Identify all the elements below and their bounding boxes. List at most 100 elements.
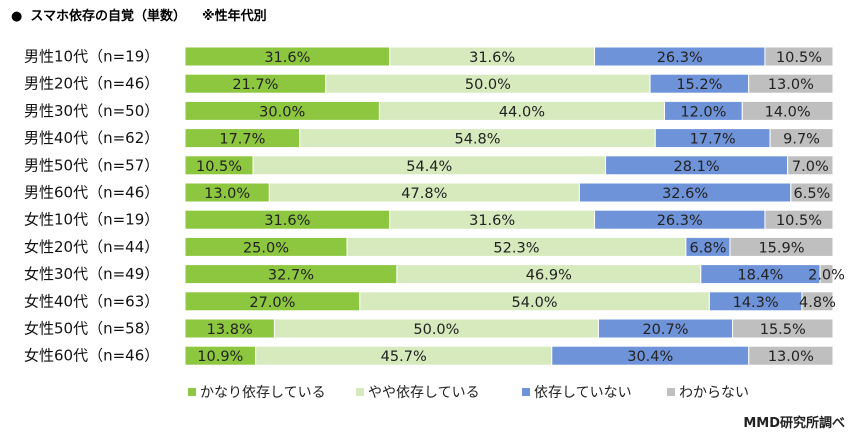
data-label: 27.0% xyxy=(249,295,295,311)
data-label: 50.0% xyxy=(413,322,459,338)
bar-segment xyxy=(787,155,834,176)
bar-row: 男性30代（n=50） 30.0% 44.0% 12.0% 14.0% xyxy=(24,100,834,121)
data-label: 45.7% xyxy=(381,349,427,365)
bar-segment xyxy=(748,73,834,94)
legend: かなり依存している やや依存している 依存していない わからない xyxy=(188,385,749,401)
data-label: 4.8% xyxy=(799,295,836,311)
bar-row: 女性30代（n=49） 32.7% 46.9% 18.4% 2.0% xyxy=(24,264,845,285)
data-label: 50.0% xyxy=(465,77,511,93)
bar-row: 男性10代（n=19） 31.6% 31.6% 26.3% 10.5% xyxy=(24,46,834,67)
data-label: 10.5% xyxy=(196,159,242,175)
legend-label: 依存していない xyxy=(534,385,632,401)
data-label: 21.7% xyxy=(232,77,278,93)
data-label: 10.9% xyxy=(197,349,243,365)
data-label: 13.8% xyxy=(207,322,253,338)
data-label: 31.6% xyxy=(469,50,515,66)
bar-segment xyxy=(790,182,834,203)
data-label: 6.8% xyxy=(690,240,727,256)
data-label: 26.3% xyxy=(657,50,703,66)
data-label: 20.7% xyxy=(642,322,688,338)
bar-segment xyxy=(769,128,834,149)
legend-item: わからない xyxy=(667,385,749,401)
category-label: 女性50代（n=58） xyxy=(24,320,159,338)
legend-label: わからない xyxy=(679,385,749,401)
bar-row: 男性20代（n=46） 21.7% 50.0% 15.2% 13.0% xyxy=(24,73,834,94)
bar-row: 女性50代（n=58） 13.8% 50.0% 20.7% 15.5% xyxy=(24,318,834,339)
category-label: 男性60代（n=46） xyxy=(24,184,159,202)
source-credit: MMD研究所調べ xyxy=(743,416,845,431)
data-label: 15.9% xyxy=(758,240,804,256)
chart-title: ● スマホ依存の自覚（単数） ※性年代別 xyxy=(11,8,267,26)
bar-segment xyxy=(819,264,834,285)
bar-row: 女性10代（n=19） 31.6% 31.6% 26.3% 10.5% xyxy=(24,209,834,230)
category-label: 男性10代（n=19） xyxy=(24,48,159,66)
legend-item: やや依存している xyxy=(356,385,480,401)
data-label: 13.0% xyxy=(768,77,814,93)
data-label: 13.0% xyxy=(768,349,814,365)
data-label: 17.7% xyxy=(690,132,736,148)
data-label: 26.3% xyxy=(657,213,703,229)
bar-row: 男性50代（n=57） 10.5% 54.4% 28.1% 7.0% xyxy=(24,155,834,176)
bar-segment xyxy=(732,318,834,339)
data-label: 54.0% xyxy=(512,295,558,311)
category-label: 男性30代（n=50） xyxy=(24,102,159,120)
legend-swatch xyxy=(667,388,675,396)
category-label: 男性20代（n=46） xyxy=(24,75,159,93)
bar-segment xyxy=(729,236,834,257)
data-label: 30.4% xyxy=(627,349,673,365)
category-label: 女性40代（n=63） xyxy=(24,292,159,310)
data-label: 32.7% xyxy=(268,268,314,284)
data-label: 54.8% xyxy=(455,132,501,148)
data-label: 47.8% xyxy=(401,186,447,202)
legend-swatch xyxy=(188,388,196,396)
data-label: 54.4% xyxy=(406,159,452,175)
data-label: 25.0% xyxy=(243,240,289,256)
category-label: 女性10代（n=19） xyxy=(24,211,159,229)
legend-item: かなり依存している xyxy=(188,385,326,401)
data-label: 31.6% xyxy=(264,213,310,229)
data-label: 17.7% xyxy=(219,132,265,148)
data-label: 28.1% xyxy=(674,159,720,175)
data-label: 7.0% xyxy=(792,159,829,175)
data-label: 14.3% xyxy=(733,295,779,311)
data-label: 46.9% xyxy=(526,268,572,284)
legend-item: 依存していない xyxy=(522,385,632,401)
data-label: 2.0% xyxy=(808,268,845,284)
data-label: 18.4% xyxy=(737,268,783,284)
legend-label: かなり依存している xyxy=(200,385,326,401)
bar-segment xyxy=(741,100,834,121)
data-label: 9.7% xyxy=(783,132,820,148)
legend-swatch xyxy=(522,388,530,396)
bar-row: 女性20代（n=44） 25.0% 52.3% 6.8% 15.9% xyxy=(24,236,834,257)
data-label: 12.0% xyxy=(680,104,726,120)
bar-row: 女性60代（n=46） 10.9% 45.7% 30.4% 13.0% xyxy=(24,345,834,366)
category-label: 女性30代（n=49） xyxy=(24,265,159,283)
bar-segment xyxy=(764,209,834,230)
data-label: 52.3% xyxy=(493,240,539,256)
data-label: 14.0% xyxy=(765,104,811,120)
title-text: スマホ依存の自覚（単数） xyxy=(30,9,186,24)
bar-row: 男性40代（n=62） 17.7% 54.8% 17.7% 9.7% xyxy=(24,128,834,149)
data-label: 13.0% xyxy=(204,186,250,202)
category-label: 女性60代（n=46） xyxy=(24,347,159,365)
legend-label: やや依存している xyxy=(368,385,480,401)
bar-segment xyxy=(748,345,834,366)
data-label: 10.5% xyxy=(776,213,822,229)
title-note: ※性年代別 xyxy=(201,9,267,24)
data-label: 31.6% xyxy=(264,50,310,66)
bar-row: 女性40代（n=63） 27.0% 54.0% 14.3% 4.8% xyxy=(24,291,836,312)
data-label: 44.0% xyxy=(499,104,545,120)
data-label: 15.5% xyxy=(760,322,806,338)
data-label: 30.0% xyxy=(259,104,305,120)
category-label: 男性40代（n=62） xyxy=(24,129,159,147)
title-bullet: ● xyxy=(11,9,23,24)
data-label: 15.2% xyxy=(676,77,722,93)
data-label: 6.5% xyxy=(793,186,830,202)
bar-row: 男性60代（n=46） 13.0% 47.8% 32.6% 6.5% xyxy=(24,182,834,203)
legend-swatch xyxy=(356,388,364,396)
bars-group: 男性10代（n=19） 31.6% 31.6% 26.3% 10.5% 男性20代（n=4… xyxy=(24,46,845,366)
data-label: 31.6% xyxy=(469,213,515,229)
data-label: 10.5% xyxy=(776,50,822,66)
category-label: 男性50代（n=57） xyxy=(24,156,159,174)
